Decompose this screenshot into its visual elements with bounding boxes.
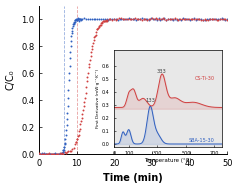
Y-axis label: C/C₀: C/C₀ [5, 70, 15, 90]
X-axis label: Time (min): Time (min) [103, 174, 163, 184]
